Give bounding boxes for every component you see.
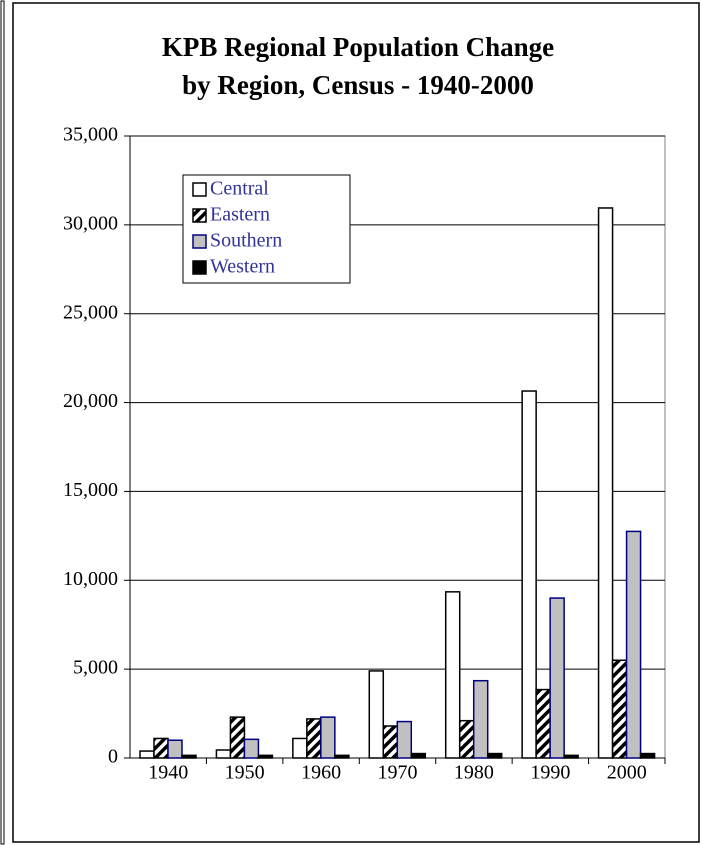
legend-label: Eastern <box>210 204 270 226</box>
bar <box>229 716 246 759</box>
bar <box>535 688 551 759</box>
bar <box>549 597 565 759</box>
bar <box>215 749 232 759</box>
x-tick-label: 1970 <box>378 762 418 784</box>
bar <box>181 754 197 759</box>
y-tick-label: 10,000 <box>63 568 118 590</box>
bar <box>639 752 656 759</box>
bar <box>625 530 642 759</box>
bar <box>382 725 399 759</box>
chart-title: KPB Regional Population Change <box>162 32 554 62</box>
bar <box>167 739 183 759</box>
bar <box>410 752 427 759</box>
y-tick-label: 15,000 <box>63 479 118 501</box>
bar <box>292 737 308 759</box>
bar <box>486 752 503 759</box>
legend-label: Western <box>210 256 275 278</box>
bar <box>153 737 169 759</box>
x-tick-label: 2000 <box>607 762 647 784</box>
y-tick-label: 5,000 <box>73 657 118 679</box>
bar <box>597 207 614 759</box>
bar <box>306 718 322 759</box>
x-tick-label: 1980 <box>454 762 494 784</box>
x-tick-label: 1960 <box>301 762 341 784</box>
bar <box>521 390 537 759</box>
y-tick-label: 0 <box>108 746 118 768</box>
x-tick-label: 1940 <box>148 762 188 784</box>
bar <box>368 670 385 759</box>
y-tick-label: 30,000 <box>63 212 118 234</box>
legend-swatch <box>192 260 207 275</box>
window-edge <box>0 0 5 845</box>
bar <box>563 754 579 759</box>
x-tick-label: 1950 <box>225 762 265 784</box>
bar <box>139 750 155 759</box>
legend-box <box>182 174 351 284</box>
bar <box>458 719 475 759</box>
y-tick-label: 25,000 <box>63 301 118 323</box>
bar <box>257 754 274 759</box>
legend-swatch <box>192 234 207 249</box>
legend-label: Central <box>210 178 269 200</box>
legend-swatch <box>192 208 207 223</box>
x-tick-label: 1990 <box>530 762 570 784</box>
chart-title: by Region, Census - 1940-2000 <box>182 70 534 100</box>
bar <box>396 720 413 759</box>
bar <box>320 716 336 759</box>
bar <box>334 754 350 759</box>
bar <box>243 738 260 759</box>
legend-swatch <box>192 182 207 197</box>
bar <box>444 591 461 759</box>
bar <box>472 679 489 759</box>
y-tick-label: 20,000 <box>63 390 118 412</box>
y-tick-label: 35,000 <box>63 124 118 146</box>
legend-label: Southern <box>210 230 282 252</box>
bar <box>611 659 628 759</box>
